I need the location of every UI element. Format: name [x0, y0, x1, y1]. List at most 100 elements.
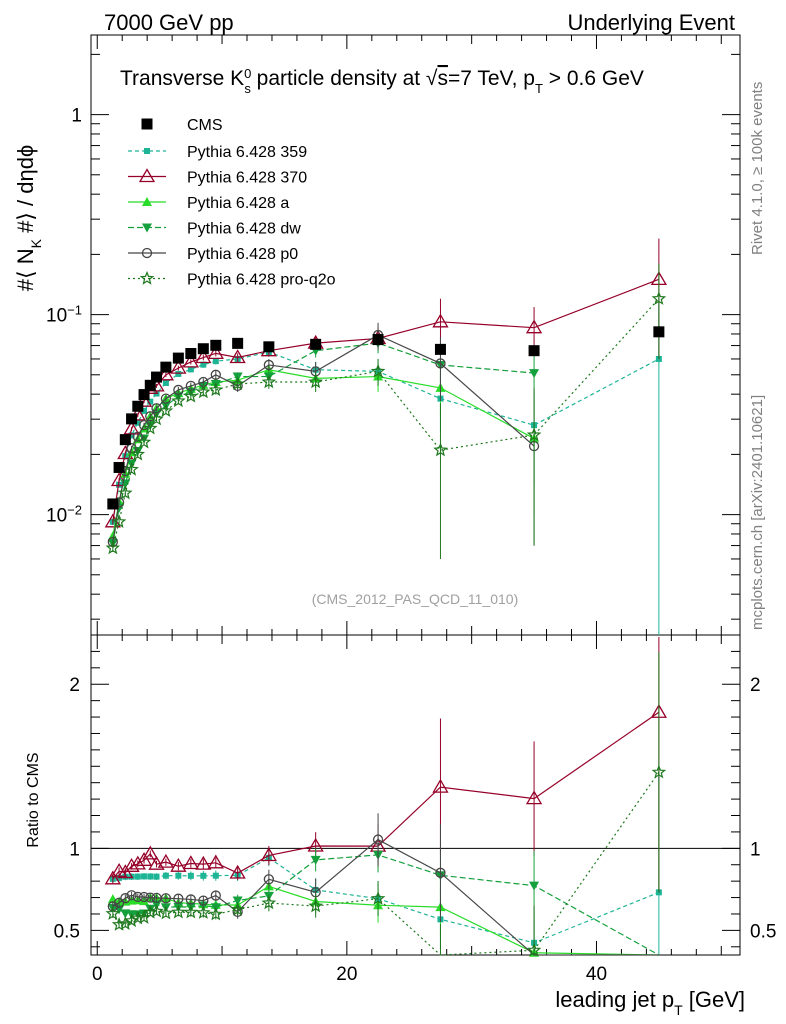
ratio-line — [112, 838, 659, 956]
marker-circle — [263, 874, 275, 885]
marker-triangle — [157, 366, 175, 381]
legend-label: Pythia 6.428 359 — [187, 144, 307, 161]
marker-cms — [434, 343, 446, 355]
marker-star — [370, 363, 386, 378]
marker-triangle — [129, 855, 146, 870]
marker-square — [200, 361, 207, 368]
axes: 0 20 40 10−2 10−1 1 0.5 0.5 1 1 2 2 — [46, 35, 776, 985]
marker-cms — [132, 400, 144, 412]
marker-circle — [435, 358, 446, 369]
marker-circle — [173, 893, 184, 904]
marker-square — [175, 872, 182, 879]
y-tick-label: 10−1 — [46, 302, 82, 327]
marker-cms — [210, 339, 222, 351]
ratio-line — [112, 857, 660, 944]
marker-triangle — [123, 420, 140, 435]
chart-title: Transverse K0 s particle density at √s=7 … — [120, 66, 644, 96]
marker-star — [149, 411, 164, 426]
marker-square — [162, 379, 169, 386]
marker-square — [141, 407, 148, 414]
marker-star — [130, 446, 146, 461]
marker-star — [526, 942, 542, 957]
analysis-reference: (CMS_2012_PAS_QCD_11_010) — [312, 591, 519, 607]
ratio-tick-label: 0.5 — [54, 921, 80, 942]
header-right: Underlying Event — [567, 10, 735, 35]
marker-cms — [160, 361, 172, 373]
marker-triangle-down — [232, 896, 243, 906]
marker-triangle-down — [529, 881, 540, 891]
marker-triangle — [525, 319, 543, 334]
marker-star — [526, 427, 542, 442]
marker-triangle — [123, 858, 140, 872]
marker-star — [130, 910, 146, 925]
marker-star — [139, 270, 155, 285]
marker-cms — [232, 337, 244, 349]
marker-square — [187, 366, 194, 373]
marker-star — [171, 904, 186, 919]
series-pythia-6-428-pro-q2o — [105, 263, 667, 957]
marker-square — [144, 148, 150, 154]
marker-circle — [435, 867, 446, 878]
marker-star — [183, 904, 199, 919]
marker-circle — [132, 891, 143, 903]
marker-star — [118, 485, 133, 500]
marker-circle — [120, 893, 131, 904]
marker-triangle — [207, 854, 224, 869]
marker-circle — [132, 431, 143, 442]
marker-triangle — [525, 790, 543, 805]
ratio-axis-label: Ratio to CMS — [25, 752, 42, 847]
marker-cms — [126, 413, 138, 425]
marker-cms — [263, 341, 275, 353]
marker-cms — [119, 434, 131, 446]
marker-triangle — [432, 313, 449, 328]
legend: CMS Pythia 6.428 359 Pythia 6.428 370 Pythi… — [128, 117, 336, 289]
marker-circle — [141, 247, 153, 259]
marker-square — [153, 873, 160, 880]
marker-star — [370, 891, 386, 905]
series-cms — [107, 326, 665, 510]
marker-triangle-down — [310, 855, 321, 865]
marker-star — [196, 905, 211, 919]
marker-cms — [141, 118, 153, 130]
marker-triangle-down — [173, 392, 184, 402]
marker-star — [143, 420, 158, 435]
marker-triangle-down — [142, 223, 152, 233]
marker-triangle — [432, 778, 449, 793]
ratio-tick-label-right: 2 — [750, 675, 761, 696]
header-left: 7000 GeV pp — [104, 10, 234, 35]
marker-star — [149, 903, 164, 918]
legend-label: Pythia 6.428 370 — [187, 170, 307, 187]
legend-item: Pythia 6.428 dw — [128, 221, 301, 238]
marker-triangle — [170, 857, 187, 872]
marker-square — [116, 481, 123, 488]
marker-star — [230, 376, 245, 391]
marker-square — [134, 419, 141, 426]
marker-square — [147, 873, 154, 880]
marker-square — [200, 872, 207, 879]
marker-triangle — [142, 197, 152, 206]
mcplots-label: mcplots.cern.ch [arXiv:2401.10621] — [749, 395, 766, 630]
marker-circle — [185, 894, 196, 905]
marker-triangle — [135, 392, 153, 407]
marker-square — [147, 398, 154, 405]
marker-cms — [372, 334, 384, 346]
marker-star — [308, 898, 323, 913]
marker-cms — [185, 347, 197, 359]
marker-circle — [160, 893, 172, 904]
marker-circle — [138, 891, 150, 903]
marker-triangle — [104, 870, 121, 885]
marker-star — [111, 917, 127, 931]
marker-star — [230, 901, 245, 916]
marker-cms — [653, 326, 665, 338]
marker-triangle — [182, 353, 199, 368]
marker-star — [124, 461, 139, 476]
marker-triangle — [157, 853, 175, 868]
x-tick-label: 0 — [92, 964, 103, 985]
marker-circle — [138, 420, 150, 431]
marker-circle — [160, 393, 172, 404]
marker-star — [158, 905, 174, 920]
marker-star — [308, 374, 323, 389]
ratio-tick-label: 2 — [69, 675, 80, 696]
ratio-tick-label: 1 — [69, 839, 80, 860]
marker-circle — [198, 895, 209, 906]
